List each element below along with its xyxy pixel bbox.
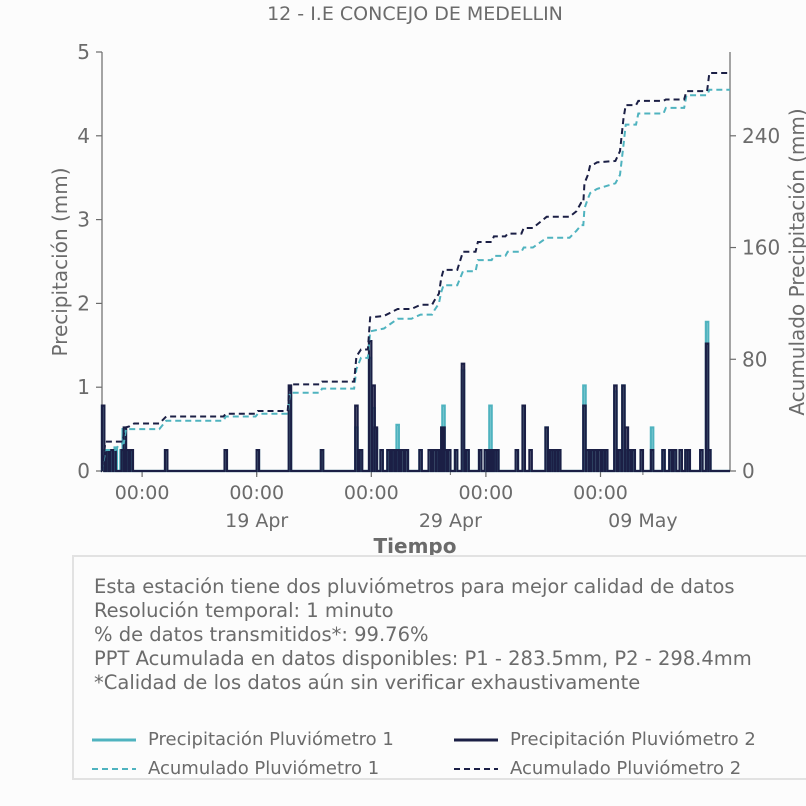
legend-label: Acumulado Pluviómetro 1 bbox=[148, 758, 380, 779]
series-4 bbox=[101, 71, 731, 472]
series-2 bbox=[100, 340, 730, 473]
info-line: Esta estación tiene dos pluviómetros par… bbox=[94, 575, 735, 598]
x-tick-label-date: 09 May bbox=[608, 510, 678, 532]
legend-label: Precipitación Pluviómetro 2 bbox=[510, 729, 756, 750]
y-axis-right: 0 80 160 240 bbox=[729, 52, 780, 483]
info-line: Resolución temporal: 1 minuto bbox=[94, 599, 394, 622]
info-text: Esta estación tiene dos pluviómetros par… bbox=[94, 575, 752, 695]
x-tick-label-major: 00:00 bbox=[115, 482, 170, 504]
info-line: *Calidad de los datos aún sin verificar … bbox=[94, 671, 641, 694]
x-tick-label-major: 00:00 bbox=[459, 482, 514, 504]
legend-label: Acumulado Pluviómetro 2 bbox=[510, 758, 742, 779]
y-axis-left: 0 1 2 3 4 5 bbox=[77, 40, 103, 483]
y-axis-label-left: Precipitación (mm) bbox=[48, 167, 72, 356]
y-tick-label-left: 3 bbox=[77, 208, 90, 232]
series-1 bbox=[100, 320, 730, 473]
y-tick-label-left: 5 bbox=[77, 40, 90, 64]
x-tick-label-major: 00:00 bbox=[573, 482, 628, 504]
info-line: PPT Acumulada en datos disponibles: P1 -… bbox=[94, 647, 752, 670]
legend-swatch bbox=[92, 738, 136, 742]
y-tick-label-right: 80 bbox=[742, 347, 767, 371]
x-tick-label-major: 00:00 bbox=[344, 482, 399, 504]
legend-swatch bbox=[454, 738, 498, 742]
precip-line bbox=[100, 340, 730, 473]
y-axis-label-right: Acumulado Precipitación (mm) bbox=[785, 108, 806, 415]
x-tick-label-date: 19 Apr bbox=[225, 510, 288, 532]
cumulative-line bbox=[101, 71, 730, 472]
legend-swatch bbox=[454, 768, 498, 770]
y-tick-label-left: 2 bbox=[77, 291, 90, 315]
info-box: Esta estación tiene dos pluviómetros par… bbox=[72, 555, 806, 780]
legend-swatch bbox=[92, 768, 136, 770]
info-line: % de datos transmitidos*: 99.76% bbox=[94, 623, 429, 646]
y-tick-label-left: 1 bbox=[77, 375, 90, 399]
precip-line bbox=[100, 320, 730, 473]
y-tick-label-right: 0 bbox=[742, 459, 755, 483]
cumulative-line bbox=[101, 88, 730, 472]
chart-title: 12 - I.E CONCEJO DE MEDELLIN bbox=[267, 3, 563, 25]
y-tick-label-right: 160 bbox=[742, 236, 780, 260]
x-tick-label-date: 29 Apr bbox=[419, 510, 482, 532]
y-tick-label-left: 0 bbox=[77, 459, 90, 483]
x-tick-label-major: 00:00 bbox=[229, 482, 284, 504]
y-tick-label-right: 240 bbox=[742, 124, 780, 148]
legend-label: Precipitación Pluviómetro 1 bbox=[148, 729, 394, 750]
series-layer bbox=[100, 71, 731, 473]
x-axis: 00:00 00:00 00:00 00:00 00:00 19 Apr 29 Apr 09 … bbox=[102, 470, 730, 532]
series-3 bbox=[101, 88, 731, 472]
x-axis-label: Tiempo bbox=[374, 534, 457, 558]
y-tick-label-left: 4 bbox=[77, 124, 90, 148]
